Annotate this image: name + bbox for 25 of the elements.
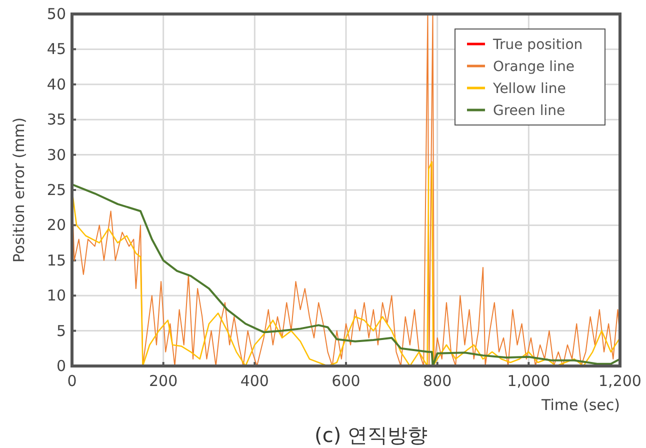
y-tick-label: 40 xyxy=(46,75,66,94)
y-tick-label: 0 xyxy=(56,357,66,375)
x-tick-label: 600 xyxy=(332,372,360,390)
y-tick-label: 5 xyxy=(56,322,66,340)
legend-label: Orange line xyxy=(493,59,574,75)
legend-label: Green line xyxy=(493,103,566,119)
y-tick-label: 45 xyxy=(46,40,66,58)
y-tick-label: 20 xyxy=(46,216,66,234)
x-axis-title: Time (sec) xyxy=(540,396,620,414)
y-tick-label: 10 xyxy=(46,286,66,305)
y-tick-label: 15 xyxy=(46,251,66,270)
x-tick-label: 400 xyxy=(240,372,269,390)
x-tick-label: 800 xyxy=(423,372,452,390)
x-tick-label: 0 xyxy=(67,372,77,390)
y-tick-label: 30 xyxy=(46,146,66,164)
x-tick-label: 1,200 xyxy=(598,372,642,390)
y-tick-label: 25 xyxy=(46,181,66,199)
y-tick-label: 50 xyxy=(46,5,66,23)
x-tick-label: 200 xyxy=(149,372,178,390)
y-axis-title: Position error (mm) xyxy=(10,117,28,263)
y-tick-label: 35 xyxy=(46,110,66,129)
legend-label: True position xyxy=(492,37,583,53)
text: (c) 연직방향 xyxy=(314,423,428,447)
x-tick-label: 1,000 xyxy=(507,372,550,390)
legend-label: Yellow line xyxy=(492,81,566,97)
